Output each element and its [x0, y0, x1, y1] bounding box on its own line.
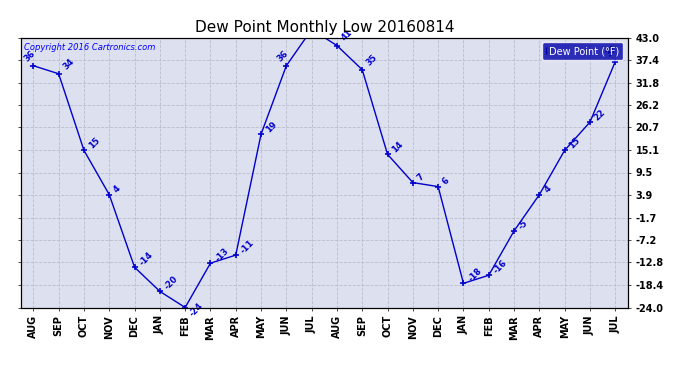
Text: 4: 4	[542, 184, 553, 195]
Text: -14: -14	[137, 250, 155, 267]
Text: -18: -18	[466, 266, 484, 284]
Title: Dew Point Monthly Low 20160814: Dew Point Monthly Low 20160814	[195, 20, 454, 35]
Text: 36: 36	[22, 48, 37, 63]
Text: Copyright 2016 Cartronics.com: Copyright 2016 Cartronics.com	[23, 43, 155, 52]
Text: -5: -5	[517, 218, 530, 231]
Text: 45: 45	[0, 374, 1, 375]
Text: 4: 4	[112, 184, 123, 195]
Text: 41: 41	[339, 28, 355, 43]
Text: -16: -16	[491, 258, 509, 275]
Text: -24: -24	[188, 302, 205, 319]
Text: 22: 22	[593, 108, 607, 122]
Text: 15: 15	[567, 136, 582, 150]
Text: 19: 19	[264, 120, 278, 134]
Text: -11: -11	[239, 238, 256, 255]
Text: 37: 37	[604, 44, 619, 59]
Legend: Dew Point (°F): Dew Point (°F)	[542, 42, 623, 60]
Text: 15: 15	[87, 136, 101, 150]
Text: 36: 36	[275, 48, 290, 63]
Text: -20: -20	[163, 274, 180, 291]
Text: 35: 35	[365, 53, 380, 67]
Text: 34: 34	[61, 56, 76, 71]
Text: -13: -13	[213, 246, 230, 263]
Text: 7: 7	[415, 172, 426, 183]
Text: 14: 14	[391, 140, 405, 154]
Text: 6: 6	[441, 176, 451, 187]
